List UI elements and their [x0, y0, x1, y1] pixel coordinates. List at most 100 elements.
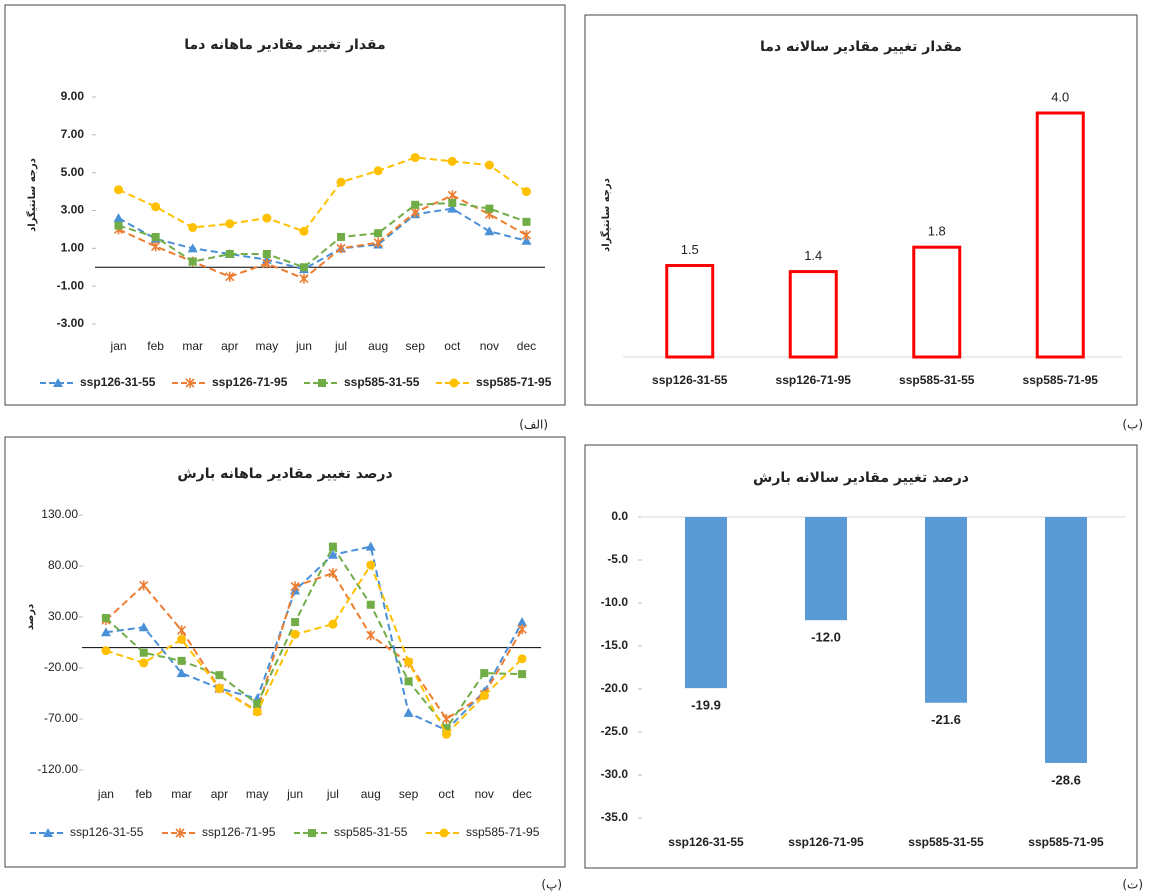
x-tick-label: ssp585-71-95	[1028, 835, 1104, 849]
marker	[188, 257, 197, 266]
legend-label: ssp585-31-55	[344, 375, 420, 389]
x-tick-label: ssp585-31-55	[908, 835, 984, 849]
panel-border	[4, 436, 566, 868]
x-tick-label: oct	[438, 787, 455, 801]
x-tick-label: nov	[475, 787, 494, 801]
bar	[805, 517, 847, 621]
value-label: -12.0	[811, 630, 841, 645]
marker	[521, 230, 532, 241]
marker	[411, 200, 420, 209]
chart-panel: (ت) درصد تغییر مقادیر سالانه بارش -35.0 -30…	[584, 444, 1143, 892]
y-tick-label: -70.00	[44, 711, 78, 725]
x-tick-label: aug	[368, 339, 388, 353]
legend-marker	[318, 379, 326, 387]
x-tick-label: feb	[135, 787, 152, 801]
marker	[366, 600, 375, 609]
y-tick-label: 3.00	[61, 203, 85, 217]
panel-label: (پ)	[541, 878, 562, 892]
marker	[517, 617, 528, 627]
marker	[290, 629, 300, 639]
marker	[328, 568, 338, 579]
chart-panel: (ب) مقدار تغییر مقادیر سالانه دما درجه سان…	[584, 14, 1143, 432]
legend-label: ssp585-31-55	[334, 825, 408, 839]
marker	[441, 729, 451, 739]
chart-panel: (الف) مقدار تغییر مقادیر ماهانه دما درجه س…	[4, 4, 566, 432]
x-tick-label: dec	[517, 339, 536, 353]
y-tick-label: 30.00	[48, 609, 78, 623]
marker	[479, 691, 489, 701]
marker	[410, 207, 420, 218]
bar	[912, 245, 962, 359]
series-line	[105, 562, 523, 736]
marker	[521, 187, 531, 197]
legend-label: ssp126-71-95	[202, 825, 276, 839]
series-line	[118, 156, 528, 233]
marker	[252, 707, 262, 717]
marker	[299, 263, 308, 272]
chart-title: درصد تغییر مقادیر ماهانه بارش	[177, 466, 392, 482]
chart-title: مقدار تغییر مقادیر سالانه دما	[760, 39, 962, 55]
legend-label: ssp585-71-95	[476, 375, 552, 389]
x-tick-label: ssp585-71-95	[1023, 373, 1099, 387]
y-tick-label: 1.00	[61, 241, 85, 255]
x-tick-label: sep	[406, 339, 426, 353]
marker	[262, 250, 271, 259]
legend-marker	[439, 828, 449, 838]
marker	[177, 634, 187, 644]
marker	[484, 160, 494, 170]
x-tick-label: aug	[361, 787, 381, 801]
marker	[215, 671, 224, 680]
marker	[366, 630, 376, 641]
marker	[151, 232, 160, 241]
x-tick-label: mar	[171, 787, 192, 801]
y-tick-label: 5.00	[61, 165, 85, 179]
x-tick-label: jun	[295, 339, 312, 353]
series-line	[105, 545, 523, 732]
bar	[685, 517, 727, 689]
marker	[327, 549, 338, 559]
legend-label: ssp585-71-95	[466, 825, 540, 839]
legend-marker	[449, 378, 459, 388]
y-tick-label: -3.00	[57, 316, 85, 330]
marker	[113, 213, 124, 223]
legend-label: ssp126-31-55	[80, 375, 156, 389]
panel-border	[4, 4, 566, 406]
series-line	[105, 544, 523, 730]
x-tick-label: ssp126-71-95	[788, 835, 864, 849]
y-axis-label: درجه سانتیگراد	[25, 158, 38, 232]
marker	[114, 221, 123, 230]
bar	[788, 270, 838, 359]
marker	[139, 580, 149, 591]
x-tick-label: jun	[286, 787, 303, 801]
x-tick-label: jan	[110, 339, 127, 353]
marker	[447, 190, 457, 201]
x-tick-label: feb	[147, 339, 164, 353]
marker	[442, 724, 451, 733]
y-axis-label: درجه سانتیگراد	[599, 178, 612, 252]
marker	[522, 217, 531, 226]
panel-border	[584, 444, 1138, 869]
marker	[441, 714, 451, 724]
marker	[151, 202, 161, 212]
marker	[366, 560, 376, 570]
x-tick-label: jul	[334, 339, 347, 353]
marker	[214, 683, 224, 693]
x-tick-label: apr	[221, 339, 238, 353]
y-tick-label: 80.00	[48, 558, 78, 572]
x-tick-label: mar	[182, 339, 203, 353]
chart-title: درصد تغییر مقادیر سالانه بارش	[753, 470, 969, 486]
marker	[485, 204, 494, 213]
x-tick-label: jan	[97, 787, 114, 801]
marker	[139, 658, 149, 668]
marker	[225, 219, 235, 229]
marker	[447, 203, 458, 213]
x-tick-label: nov	[480, 339, 499, 353]
marker	[225, 271, 235, 282]
marker	[114, 185, 124, 195]
chart-title: مقدار تغییر مقادیر ماهانه دما	[184, 37, 385, 53]
marker	[177, 656, 186, 665]
marker	[262, 213, 272, 223]
value-label: 4.0	[1051, 89, 1069, 104]
legend-label: ssp126-71-95	[212, 375, 288, 389]
value-label: -19.9	[691, 698, 721, 713]
